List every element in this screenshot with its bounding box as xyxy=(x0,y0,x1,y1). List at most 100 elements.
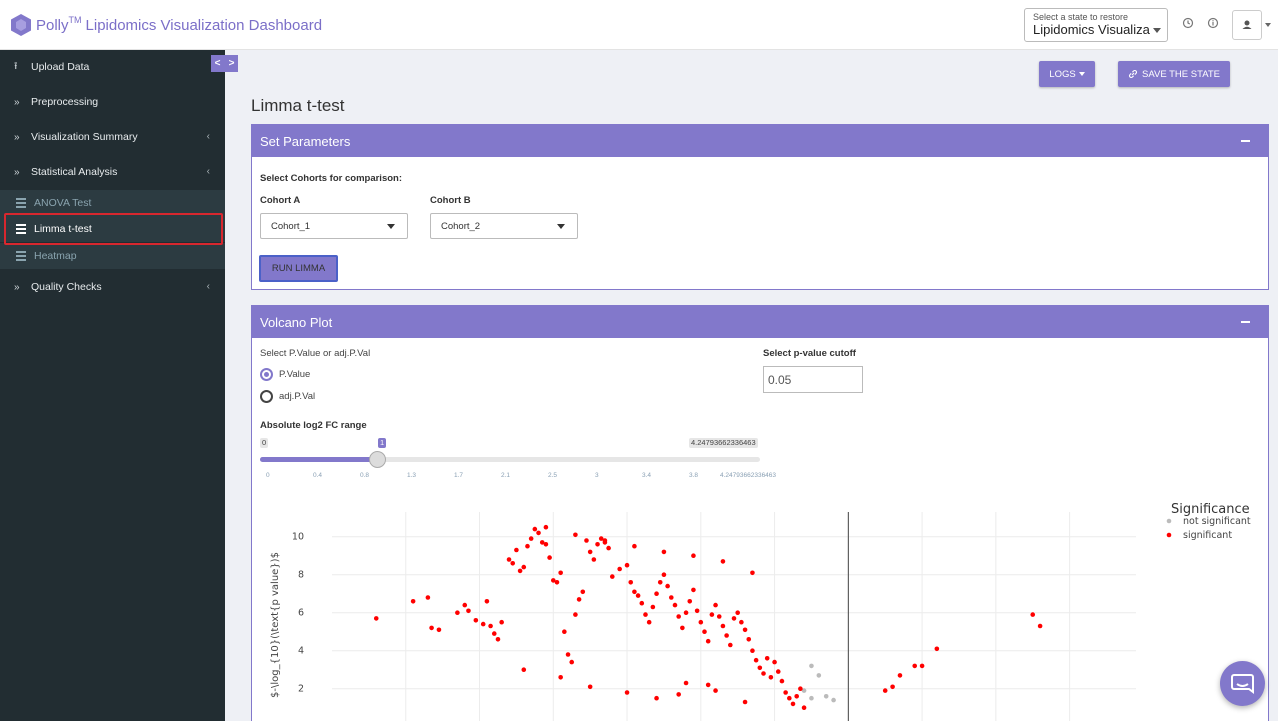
scatter-point[interactable] xyxy=(628,580,634,585)
scatter-point[interactable] xyxy=(742,699,748,705)
scatter-point[interactable] xyxy=(739,619,744,625)
scatter-point[interactable] xyxy=(665,583,670,589)
scatter-point[interactable] xyxy=(528,536,534,541)
scatter-point[interactable] xyxy=(683,680,689,686)
scatter-point[interactable] xyxy=(1037,623,1043,629)
run-limma-button[interactable]: RUN LIMMA xyxy=(259,255,338,282)
collapse-icon[interactable] xyxy=(1241,140,1250,142)
scatter-point[interactable] xyxy=(731,616,737,621)
scatter-point[interactable] xyxy=(831,697,836,703)
scatter-point[interactable] xyxy=(897,673,903,678)
scatter-point[interactable] xyxy=(624,690,630,695)
scatter-point[interactable] xyxy=(632,543,637,549)
scatter-point[interactable] xyxy=(595,542,600,547)
scatter-point[interactable] xyxy=(746,637,752,642)
scatter-point[interactable] xyxy=(536,530,541,536)
scatter-point[interactable] xyxy=(735,610,740,615)
scatter-point[interactable] xyxy=(602,538,608,543)
scatter-point[interactable] xyxy=(687,599,693,604)
scatter-point[interactable] xyxy=(661,572,667,577)
scatter-point[interactable] xyxy=(617,566,622,572)
scatter-point[interactable] xyxy=(801,705,807,710)
scatter-point[interactable] xyxy=(525,543,530,549)
user-menu-caret-icon[interactable] xyxy=(1265,23,1271,27)
scatter-point[interactable] xyxy=(772,659,777,665)
scatter-point[interactable] xyxy=(676,692,681,697)
scatter-point[interactable] xyxy=(609,574,615,579)
scatter-point[interactable] xyxy=(491,631,497,636)
scatter-point[interactable] xyxy=(466,608,471,614)
logs-button[interactable]: LOGS xyxy=(1039,61,1095,87)
scatter-point[interactable] xyxy=(775,669,781,674)
scatter-point[interactable] xyxy=(558,675,563,680)
scatter-point[interactable] xyxy=(550,578,556,583)
history-icon[interactable] xyxy=(1180,17,1196,33)
scatter-point[interactable] xyxy=(562,629,567,634)
scatter-point[interactable] xyxy=(694,608,700,614)
scatter-point[interactable] xyxy=(809,663,814,669)
chat-support-button[interactable] xyxy=(1220,661,1265,706)
scatter-point[interactable] xyxy=(912,663,918,669)
scatter-point[interactable] xyxy=(373,616,379,621)
scatter-point[interactable] xyxy=(521,667,527,672)
scatter-point[interactable] xyxy=(705,682,711,688)
scatter-point[interactable] xyxy=(591,557,597,562)
cohort-b-select[interactable]: Cohort_2 xyxy=(430,213,578,239)
scatter-point[interactable] xyxy=(742,627,748,633)
radio-pvalue[interactable] xyxy=(260,368,273,381)
sidebar-item-statistical-analysis[interactable]: » Statistical Analysis ‹ xyxy=(0,155,225,189)
scatter-point[interactable] xyxy=(455,610,460,615)
cohort-a-select[interactable]: Cohort_1 xyxy=(260,213,408,239)
legend-entry[interactable]: not significant xyxy=(1183,516,1251,527)
scatter-point[interactable] xyxy=(823,694,829,699)
scatter-point[interactable] xyxy=(713,688,718,693)
scatter-point[interactable] xyxy=(757,665,763,671)
scatter-point[interactable] xyxy=(632,589,637,595)
scatter-point[interactable] xyxy=(539,540,545,545)
scatter-point[interactable] xyxy=(787,695,792,701)
scatter-point[interactable] xyxy=(798,686,803,691)
collapse-icon[interactable] xyxy=(1241,321,1250,323)
scatter-point[interactable] xyxy=(532,526,538,532)
scatter-point[interactable] xyxy=(669,595,674,600)
scatter-point[interactable] xyxy=(768,675,774,680)
sidebar-item-upload-data[interactable]: ⭱ Upload Data xyxy=(0,50,225,84)
scatter-point[interactable] xyxy=(425,595,431,600)
scatter-point[interactable] xyxy=(672,602,678,608)
scatter-point[interactable] xyxy=(499,619,504,625)
scatter-point[interactable] xyxy=(543,542,549,547)
scatter-point[interactable] xyxy=(801,688,807,693)
scatter-point[interactable] xyxy=(410,599,416,604)
radio-adj-pval[interactable] xyxy=(260,390,273,403)
scatter-point[interactable] xyxy=(635,593,641,598)
scatter-point[interactable] xyxy=(809,695,814,701)
scatter-point[interactable] xyxy=(558,570,563,576)
scatter-point[interactable] xyxy=(565,652,571,657)
scatter-point[interactable] xyxy=(720,623,726,629)
scatter-point[interactable] xyxy=(488,623,493,629)
brand[interactable]: Polly TM Lipidomics Visualization Dashbo… xyxy=(10,12,322,38)
scatter-point[interactable] xyxy=(506,557,512,562)
scatter-point[interactable] xyxy=(480,621,486,627)
scatter-point[interactable] xyxy=(661,549,667,555)
fc-slider-track[interactable] xyxy=(260,457,760,462)
scatter-point[interactable] xyxy=(691,553,696,558)
save-state-button[interactable]: SAVE THE STATE xyxy=(1118,61,1230,87)
scatter-point[interactable] xyxy=(709,612,715,617)
scatter-point[interactable] xyxy=(547,555,552,560)
scatter-point[interactable] xyxy=(495,637,501,642)
scatter-point[interactable] xyxy=(573,612,578,617)
scatter-point[interactable] xyxy=(514,547,519,553)
scatter-point[interactable] xyxy=(587,684,593,690)
scatter-point[interactable] xyxy=(716,614,722,619)
scatter-point[interactable] xyxy=(720,559,726,564)
scatter-point[interactable] xyxy=(569,659,575,665)
scatter-point[interactable] xyxy=(484,599,490,604)
sidebar-toggle-button[interactable]: < > xyxy=(211,55,238,72)
scatter-point[interactable] xyxy=(816,673,822,678)
sidebar-subitem-anova-test[interactable]: ANOVA Test xyxy=(0,190,225,216)
scatter-point[interactable] xyxy=(643,612,648,617)
scatter-point[interactable] xyxy=(584,538,589,543)
scatter-point[interactable] xyxy=(724,633,729,638)
scatter-point[interactable] xyxy=(573,532,578,538)
